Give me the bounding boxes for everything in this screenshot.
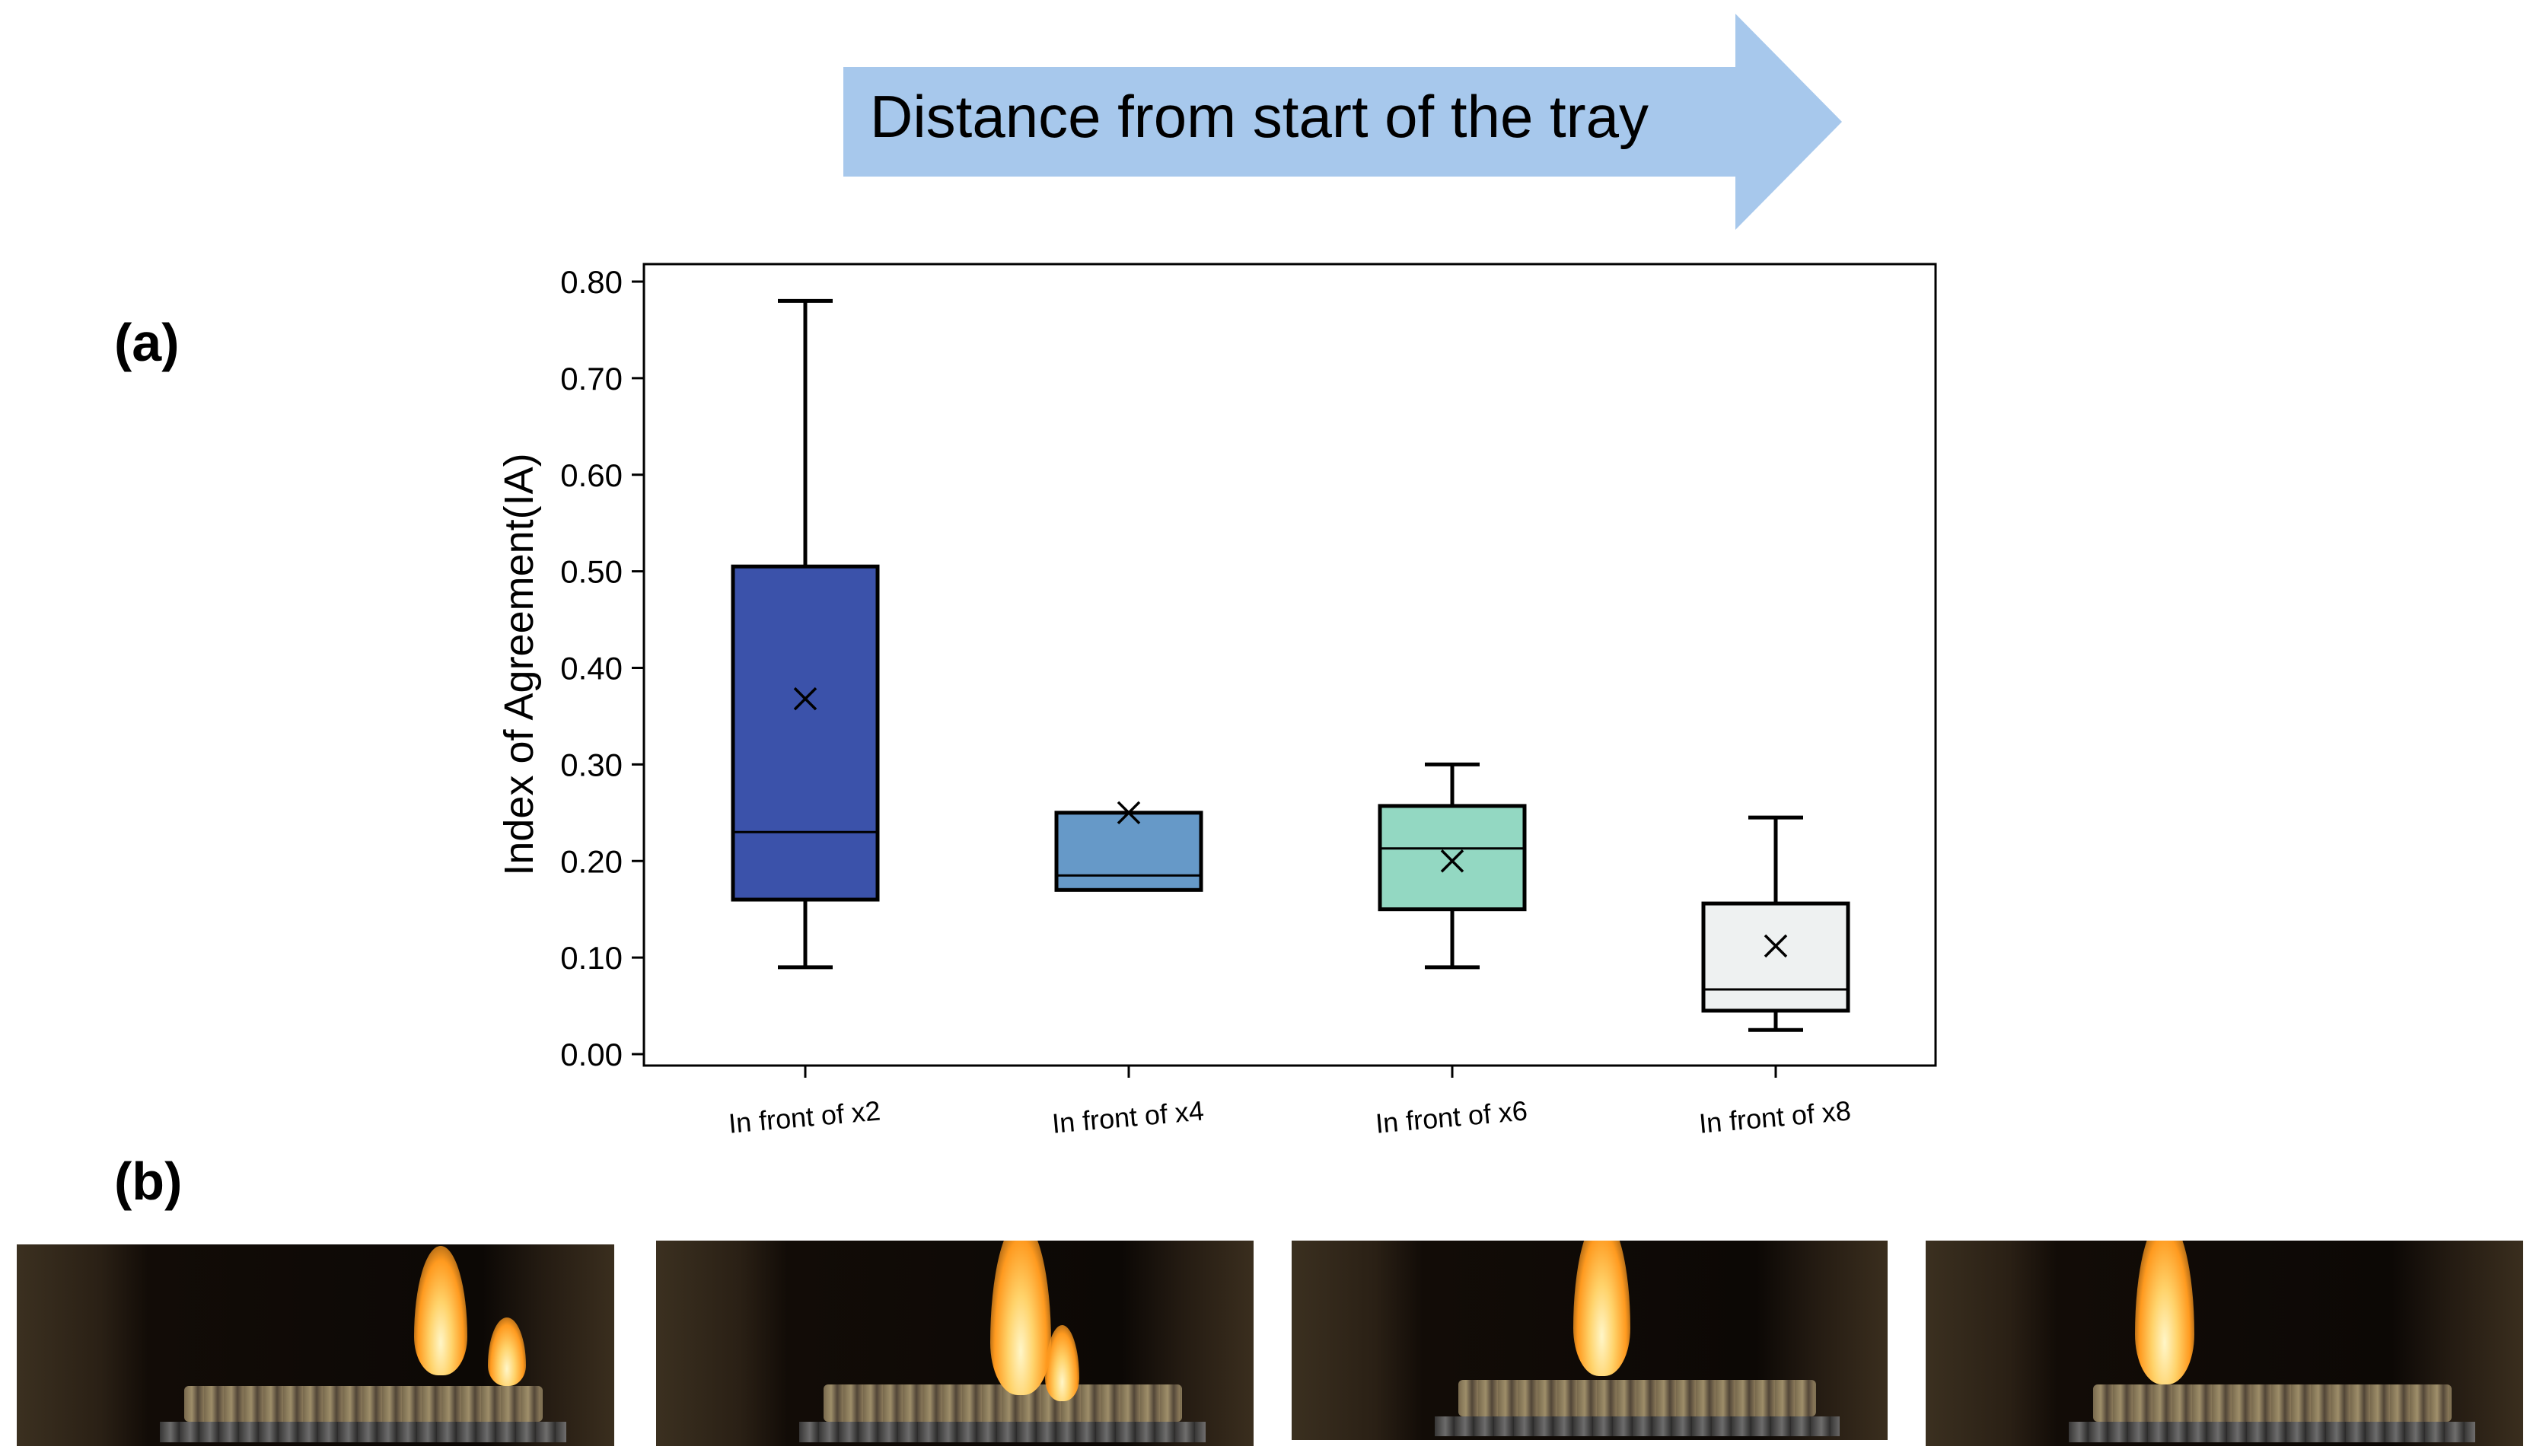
flame-photo-x4 (656, 1241, 1254, 1446)
y-tick-label: 0.50 (560, 554, 623, 590)
x-tick-label: In front of x6 (1374, 1094, 1528, 1139)
y-tick-label: 0.00 (560, 1037, 623, 1072)
x-tick-label: In front of x2 (727, 1094, 881, 1139)
tray-base (799, 1421, 1206, 1442)
tray-base (2069, 1421, 2476, 1442)
mean-marker (1764, 934, 1788, 958)
x-tick-label: In front of x4 (1050, 1094, 1205, 1139)
distance-arrow-shape (843, 14, 1842, 230)
panel-label-b: (b) (114, 1152, 183, 1211)
fuel-tray (823, 1384, 1182, 1422)
box (731, 564, 880, 902)
flame (989, 1241, 1051, 1395)
flame-photo-x2 (17, 1244, 614, 1446)
distance-arrow: Distance from start of the tray (843, 14, 1842, 230)
mean-marker (1117, 801, 1141, 825)
tray-base (1434, 1416, 1840, 1436)
y-tick-label: 0.20 (560, 843, 623, 879)
y-axis-label: Index of Agreement(IA) (496, 453, 542, 875)
y-tick-label: 0.10 (560, 940, 623, 976)
y-tick-label: 0.80 (560, 264, 623, 300)
flame (1572, 1241, 1630, 1377)
box (1378, 804, 1527, 912)
distance-arrow-label: Distance from start of the tray (870, 83, 1649, 150)
y-tick-label: 0.40 (560, 651, 623, 687)
x-tick-label: In front of x8 (1697, 1094, 1852, 1139)
y-tick-label: 0.30 (560, 747, 623, 782)
panel-label-a: (a) (114, 313, 180, 372)
fuel-tray (1458, 1380, 1817, 1416)
box (1701, 901, 1850, 1013)
flame-photo-x8 (1926, 1241, 2523, 1446)
flame (2135, 1241, 2194, 1384)
tray-base (160, 1422, 567, 1442)
box (1054, 811, 1203, 892)
y-tick-label: 0.70 (560, 361, 623, 397)
flame-photo-x6 (1292, 1241, 1888, 1440)
box-plot-chart: 0.00 0.10 0.20 0.30 0.40 0.50 0.60 0.70 0.80 Inde… (496, 263, 1937, 1139)
plot-frame (642, 263, 1937, 1067)
fuel-tray (183, 1385, 543, 1423)
y-tick-label: 0.60 (560, 457, 623, 493)
mean-marker (1440, 849, 1464, 873)
flame (487, 1317, 526, 1386)
mean-marker (793, 687, 817, 711)
fuel-tray (2092, 1384, 2452, 1422)
